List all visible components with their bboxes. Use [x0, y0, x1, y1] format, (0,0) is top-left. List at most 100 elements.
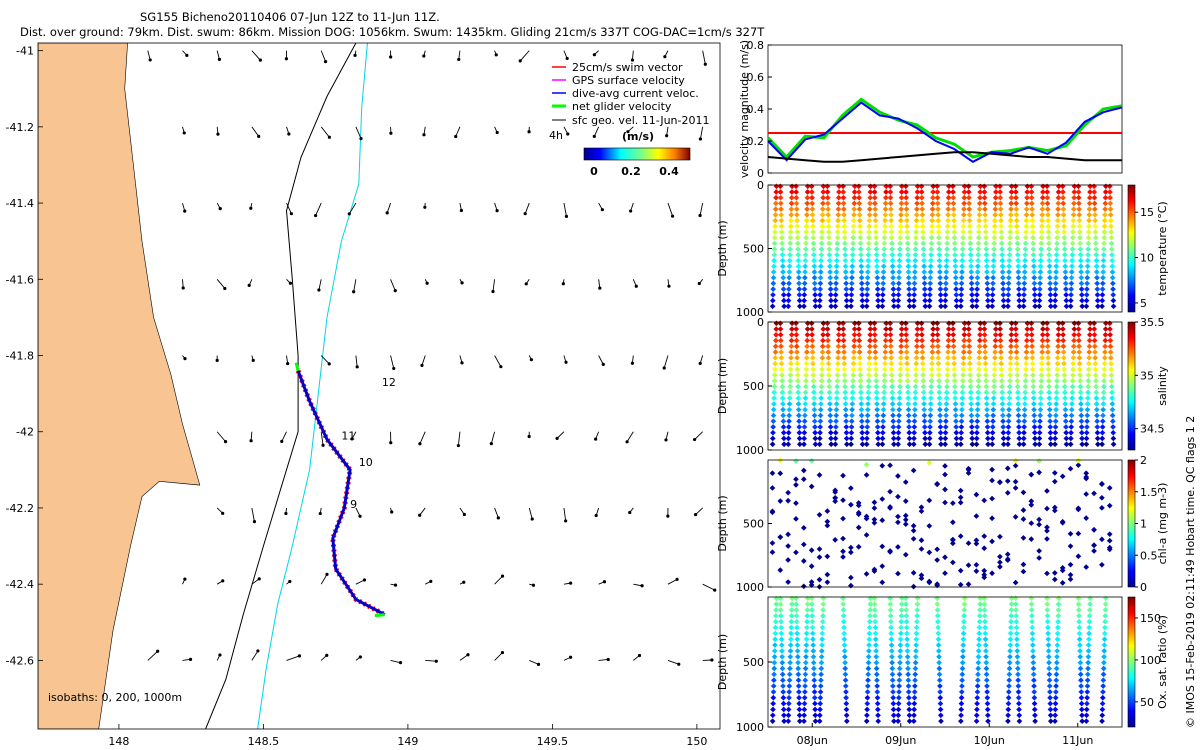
salinity-marker — [913, 360, 920, 367]
chla-marker — [918, 504, 925, 511]
oxygen-marker — [1085, 648, 1092, 654]
oxygen-marker — [896, 694, 902, 701]
sfc-vector-head — [327, 135, 331, 139]
sfc-vector-shaft — [353, 279, 357, 292]
oxygen-marker — [770, 694, 777, 701]
salinity-marker — [809, 337, 816, 344]
sfc-vector-head — [418, 513, 422, 517]
salinity-marker — [780, 429, 787, 436]
oxygen-marker — [841, 636, 848, 643]
salinity-marker — [1047, 424, 1054, 430]
temperature-marker — [1039, 200, 1046, 207]
chla-marker — [816, 576, 823, 583]
temperature-marker — [793, 206, 800, 212]
salinity-marker — [1070, 343, 1077, 350]
oxygen-marker — [936, 671, 943, 678]
temperature-marker — [983, 252, 990, 258]
salinity-marker — [905, 401, 912, 407]
oxygen-marker — [1044, 601, 1051, 607]
temperature-marker — [927, 280, 934, 287]
temperature-marker — [1013, 206, 1020, 212]
oxygen-marker — [1086, 636, 1092, 643]
temperature-marker — [967, 240, 974, 247]
oxygen-marker — [820, 613, 826, 619]
salinity-marker — [975, 372, 982, 378]
sfc-vector-shaft — [419, 431, 426, 444]
salinity-marker — [895, 441, 901, 448]
temperature-marker — [1007, 234, 1013, 241]
salinity-marker — [930, 331, 936, 338]
temperature-marker — [812, 292, 818, 298]
salinity-marker — [887, 337, 894, 344]
oxygen-marker — [778, 618, 784, 625]
sfc-vector — [422, 126, 426, 137]
temperature-marker — [974, 269, 981, 275]
chla-marker — [879, 579, 886, 586]
salinity-marker — [1015, 401, 1021, 407]
day-label-12: 12 — [382, 376, 396, 389]
salinity-marker — [984, 412, 990, 419]
sfc-vector-shaft — [251, 507, 255, 522]
oxygen-marker — [1101, 648, 1108, 654]
temperature-marker — [944, 240, 950, 247]
oxygen-marker — [888, 636, 895, 643]
temperature-marker — [976, 212, 983, 218]
salinity-marker — [969, 441, 976, 448]
salinity-marker — [935, 349, 941, 355]
salinity-marker — [1052, 418, 1059, 425]
salinity-marker — [793, 343, 800, 350]
temperature-marker — [934, 194, 941, 201]
temperature-marker — [1000, 280, 1006, 287]
sfc-vector — [352, 279, 357, 294]
salinity-marker — [1108, 378, 1115, 384]
temperature-marker — [1091, 200, 1098, 207]
salinity-marker — [827, 424, 834, 430]
salinity-marker — [794, 349, 800, 355]
sfc-vector — [320, 50, 328, 64]
oxygen-marker — [1085, 653, 1092, 660]
oxygen-marker — [1077, 642, 1083, 648]
temperature-marker — [906, 297, 913, 304]
salinity-marker — [897, 355, 904, 361]
sfc-vector — [286, 355, 290, 366]
temperature-marker — [802, 269, 808, 275]
temperature-marker — [794, 212, 800, 218]
salinity-marker — [848, 418, 855, 425]
sfc-vector-shaft — [663, 355, 669, 369]
sfc-vector-head — [569, 655, 573, 659]
salinity-marker — [928, 372, 935, 378]
salinity-marker — [1030, 395, 1037, 401]
salinity-marker — [826, 383, 833, 390]
temperature-marker — [849, 257, 856, 264]
salinity-marker — [864, 429, 870, 436]
temperature-marker — [926, 303, 933, 310]
oxygen-marker — [974, 694, 981, 701]
oxygen-marker — [769, 712, 776, 719]
salinity-marker — [1084, 395, 1091, 401]
temperature-marker — [968, 280, 975, 287]
salinity-marker — [794, 360, 801, 367]
legend-dac: dive-avg current veloc. — [552, 87, 699, 100]
oxygen-marker — [819, 636, 826, 643]
temperature-marker — [1075, 189, 1082, 195]
temperature-marker — [1031, 280, 1038, 287]
chla-marker — [1051, 576, 1058, 583]
map-ytick-label: -41.2 — [6, 121, 34, 134]
temperature-marker — [1084, 257, 1091, 264]
temperature-marker — [1045, 234, 1052, 241]
chla-marker — [965, 562, 972, 569]
oxygen-marker — [770, 689, 777, 695]
temperature-marker — [945, 200, 952, 207]
salinity-marker — [926, 435, 933, 442]
salinity-marker — [811, 389, 817, 396]
oxygen-marker — [889, 659, 895, 666]
salinity-marker — [833, 418, 839, 425]
salinity-marker — [1000, 418, 1006, 425]
temperature-marker — [794, 240, 801, 247]
salinity-marker — [936, 383, 943, 390]
salinity-marker — [1015, 418, 1022, 425]
oxygen-marker — [961, 613, 967, 619]
salinity-marker — [865, 389, 872, 396]
oxygen-marker — [913, 642, 919, 648]
salinity-marker — [888, 355, 895, 361]
